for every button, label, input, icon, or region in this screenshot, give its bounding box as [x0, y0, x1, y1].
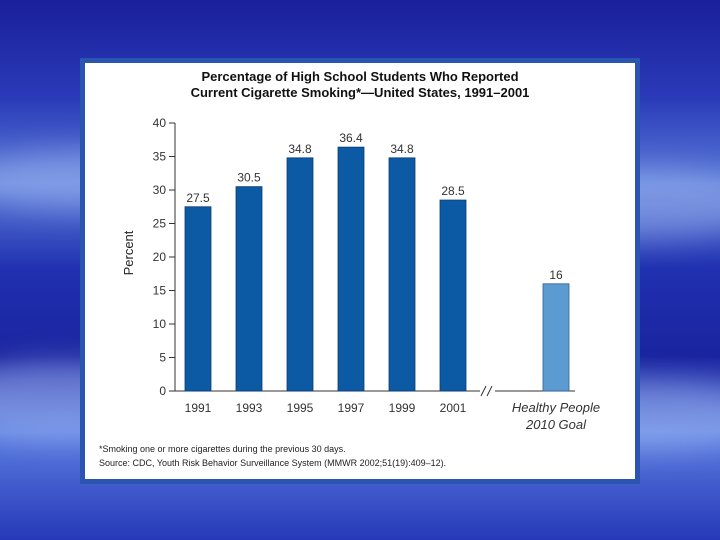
- y-tick-label: 20: [153, 250, 167, 264]
- y-tick-label: 25: [153, 217, 167, 231]
- x-tick-label: 1999: [389, 401, 416, 415]
- x-tick-label: 2001: [440, 401, 467, 415]
- y-tick-label: 10: [153, 317, 167, 331]
- bar-goal: [542, 283, 570, 392]
- axis-break-mark: [486, 385, 493, 397]
- bar-2001: [439, 199, 467, 392]
- bar-1993: [235, 186, 263, 392]
- bar-1999: [388, 157, 416, 392]
- goal-label-line1: Healthy People: [512, 400, 600, 415]
- x-tick-label: 1993: [236, 401, 263, 415]
- chart-panel: Percentage of High School Students Who R…: [80, 58, 640, 484]
- goal-value-label: 16: [549, 268, 563, 282]
- chart-subtitle: Current Cigarette Smoking*—United States…: [191, 85, 530, 100]
- y-tick-label: 15: [153, 284, 167, 298]
- y-tick-label: 5: [159, 351, 166, 365]
- x-tick-label: 1997: [338, 401, 365, 415]
- x-tick-label: 1991: [185, 401, 212, 415]
- bar-value-label: 30.5: [237, 171, 261, 185]
- goal-label-line2: 2010 Goal: [525, 417, 587, 432]
- axis-break-mark: [480, 385, 487, 397]
- y-axis-label: Percent: [121, 230, 136, 275]
- bar-1995: [286, 157, 314, 392]
- bar-value-label: 34.8: [390, 142, 414, 156]
- chart-title: Percentage of High School Students Who R…: [201, 69, 518, 84]
- bar-value-label: 36.4: [339, 131, 363, 145]
- bar-value-label: 28.5: [441, 184, 465, 198]
- bar-value-label: 34.8: [288, 142, 312, 156]
- y-tick-label: 0: [159, 384, 166, 398]
- bar-1997: [337, 146, 365, 392]
- bar-1991: [184, 206, 212, 392]
- bar-chart: Percentage of High School Students Who R…: [121, 69, 600, 432]
- y-tick-label: 30: [153, 183, 167, 197]
- y-tick-label: 40: [153, 116, 167, 130]
- footnote: *Smoking one or more cigarettes during t…: [99, 444, 346, 454]
- x-tick-label: 1995: [287, 401, 314, 415]
- bar-value-label: 27.5: [186, 191, 210, 205]
- source-note: Source: CDC, Youth Risk Behavior Surveil…: [99, 458, 447, 468]
- chart-area: Percentage of High School Students Who R…: [85, 63, 635, 479]
- y-tick-label: 35: [153, 150, 167, 164]
